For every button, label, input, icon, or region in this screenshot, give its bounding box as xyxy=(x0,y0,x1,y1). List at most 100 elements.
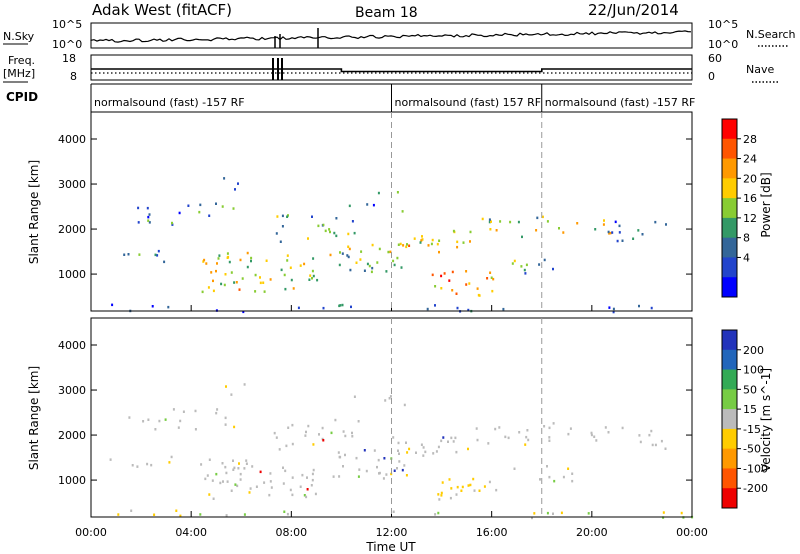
range-cell xyxy=(377,458,380,462)
range-cell xyxy=(450,487,453,490)
range-cell xyxy=(263,290,266,293)
colorbar-tick-label: -100 xyxy=(743,462,768,475)
range-cell xyxy=(571,472,574,475)
range-cell xyxy=(237,182,239,185)
range-cell xyxy=(552,267,554,271)
range-cell xyxy=(415,451,417,454)
range-cell xyxy=(383,457,386,460)
range-cell xyxy=(237,467,240,470)
range-cell xyxy=(312,257,315,260)
range-cell xyxy=(208,214,211,217)
range-cell xyxy=(208,458,211,461)
range-cell xyxy=(287,214,289,217)
range-cell xyxy=(306,488,309,491)
velocity-panel-frame xyxy=(90,317,693,518)
range-cell xyxy=(330,431,333,435)
range-cell xyxy=(467,447,469,451)
range-cell xyxy=(245,462,248,465)
range-cell xyxy=(344,434,347,438)
freq-right-tick-top: 60 xyxy=(708,52,722,65)
range-cell xyxy=(232,459,234,462)
range-cell xyxy=(595,439,598,442)
range-cell xyxy=(553,479,556,483)
range-cell xyxy=(147,418,150,421)
range-cell xyxy=(382,477,385,480)
range-cell xyxy=(246,251,249,255)
range-cell xyxy=(491,289,494,293)
range-cell xyxy=(538,263,541,266)
range-cell xyxy=(328,228,331,231)
range-cell xyxy=(179,419,182,423)
range-cell xyxy=(301,473,304,477)
x-tick-label: 12:00 xyxy=(376,526,408,539)
range-cell xyxy=(223,177,226,180)
colorbar-swatch xyxy=(722,349,737,371)
range-cell xyxy=(539,478,541,481)
colorbar-tick-label: -15 xyxy=(743,423,761,436)
range-cell xyxy=(385,473,388,476)
range-cell xyxy=(558,227,560,230)
range-cell xyxy=(351,435,354,438)
range-cell xyxy=(275,232,278,235)
range-cell xyxy=(449,496,452,500)
range-cell xyxy=(378,472,380,475)
range-cell xyxy=(562,231,565,234)
range-cell xyxy=(339,455,342,459)
range-cell xyxy=(312,468,315,472)
beam-title: Beam 18 xyxy=(355,5,418,21)
range-cell xyxy=(461,485,464,489)
colorbar-frame xyxy=(721,329,738,509)
power-axes: 1000 2000 3000 4000 xyxy=(58,112,693,311)
colorbar-swatch xyxy=(722,277,737,298)
range-cell xyxy=(216,262,218,265)
range-cell xyxy=(311,472,314,476)
range-cell xyxy=(465,270,468,273)
range-cell xyxy=(136,465,139,468)
range-cell xyxy=(400,266,403,269)
range-cell xyxy=(291,423,294,427)
range-cell xyxy=(481,217,484,221)
range-cell xyxy=(282,466,284,469)
range-cell xyxy=(131,464,134,467)
colorbar-swatch xyxy=(722,237,737,258)
range-cell xyxy=(338,304,341,308)
colorbar-swatch xyxy=(722,198,737,219)
range-cell xyxy=(234,483,237,486)
range-cell xyxy=(353,231,356,235)
range-cell xyxy=(546,511,549,515)
noise-left-tick-bottom: 10^0 xyxy=(52,38,82,51)
range-cell xyxy=(226,480,229,483)
range-cell xyxy=(347,255,350,259)
range-cell xyxy=(639,440,642,444)
range-cell xyxy=(341,252,344,255)
range-cell xyxy=(216,408,219,411)
range-cell xyxy=(376,465,378,469)
range-cell xyxy=(314,492,317,496)
range-cell xyxy=(276,215,279,218)
range-cell xyxy=(511,262,514,265)
range-cell xyxy=(434,285,437,288)
range-cell xyxy=(454,436,457,440)
range-cell xyxy=(224,273,227,276)
range-cell xyxy=(372,203,375,207)
range-cell xyxy=(322,306,325,310)
range-cell xyxy=(329,253,332,257)
range-cell xyxy=(434,513,437,516)
range-cell xyxy=(614,220,617,224)
range-cell xyxy=(385,270,388,273)
range-cell xyxy=(324,229,327,233)
range-cell xyxy=(306,476,308,479)
range-cell xyxy=(338,475,341,478)
range-cell xyxy=(175,509,178,512)
range-cell xyxy=(366,203,369,206)
range-cell xyxy=(434,304,436,307)
range-cell xyxy=(420,443,423,446)
range-cell xyxy=(548,439,551,442)
range-cell xyxy=(408,244,411,247)
range-cell xyxy=(269,480,272,483)
range-cell xyxy=(273,431,276,435)
colorbar-swatch xyxy=(722,468,737,489)
range-cell xyxy=(440,274,443,278)
range-cell xyxy=(198,210,201,214)
range-cell xyxy=(524,443,527,446)
